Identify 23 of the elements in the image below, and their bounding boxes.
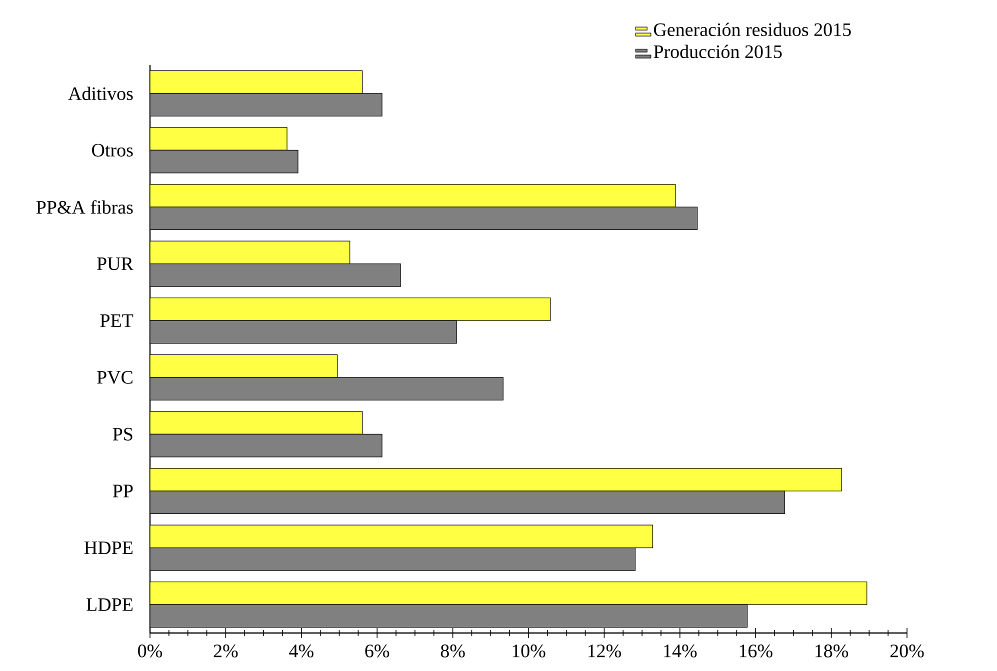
x-tick-label: 8%	[440, 644, 465, 658]
x-tick-label: 0%	[138, 644, 162, 658]
x-tick-label: 14%	[664, 644, 697, 658]
y-tick-label: PUR	[97, 257, 134, 270]
legend-label: Producción 2015	[654, 44, 782, 58]
x-tick-label: 12%	[588, 644, 621, 658]
y-tick-label: HDPE	[84, 542, 133, 554]
y-tick-label: PET	[100, 314, 134, 327]
y-tick-label: Otros	[92, 144, 133, 157]
x-tick-label: 2%	[214, 644, 238, 658]
x-tick-label: 4%	[289, 644, 314, 658]
y-tick-label: Aditivos	[68, 86, 133, 100]
x-tick-label: 18%	[816, 644, 848, 658]
y-tick-label: LDPE	[86, 598, 133, 611]
x-tick-label: 10%	[512, 644, 546, 658]
x-tick-label: 20%	[890, 644, 924, 658]
y-tick-label: PS	[112, 428, 132, 441]
x-tick-label: 16%	[740, 644, 772, 658]
y-tick-label: PVC	[97, 370, 132, 384]
legend-label: Generación residuos 2015	[654, 22, 851, 36]
x-tick-label: 6%	[365, 644, 390, 658]
y-tick-label: PP&A fibras	[36, 200, 133, 214]
y-tick-label: PP	[112, 484, 133, 498]
